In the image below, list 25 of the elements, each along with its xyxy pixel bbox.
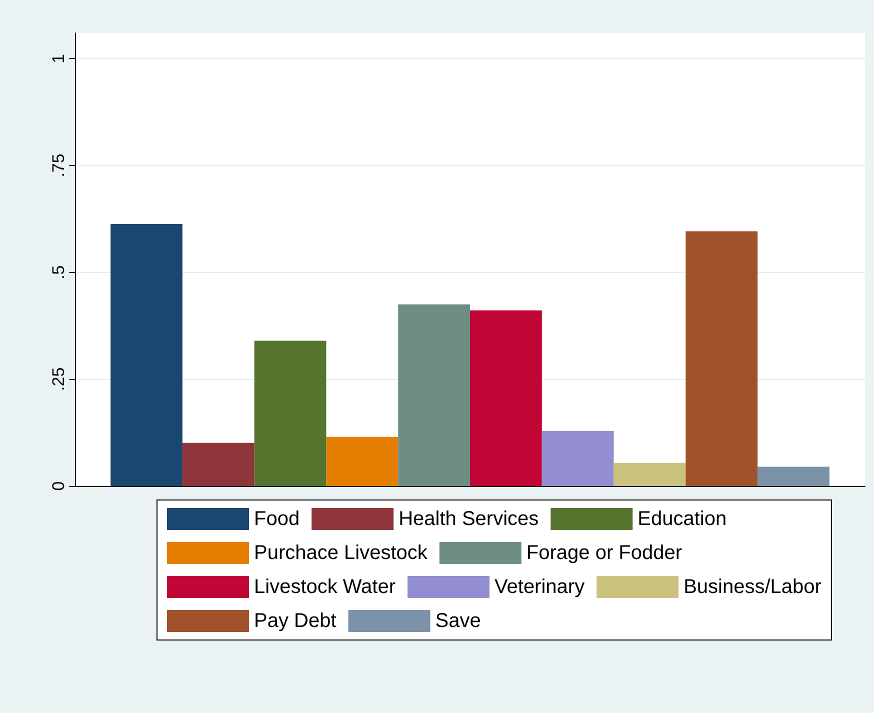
bar bbox=[110, 224, 182, 486]
bar bbox=[686, 231, 758, 486]
legend-label: Education bbox=[638, 508, 727, 530]
bar bbox=[542, 430, 614, 486]
y-tick-label: .25 bbox=[49, 367, 68, 391]
legend-label: Purchace Livestock bbox=[254, 542, 428, 564]
bar bbox=[470, 310, 542, 486]
legend-label: Business/Labor bbox=[684, 576, 822, 598]
bar bbox=[326, 436, 398, 486]
bar bbox=[758, 466, 830, 486]
bar bbox=[182, 442, 254, 486]
bar bbox=[254, 340, 326, 486]
legend-label: Forage or Fodder bbox=[526, 542, 682, 564]
y-tick-label: 1 bbox=[49, 54, 68, 64]
legend-label: Save bbox=[435, 610, 481, 632]
legend-label: Livestock Water bbox=[254, 576, 396, 598]
bar bbox=[398, 304, 470, 486]
bar bbox=[614, 462, 686, 486]
y-tick-label: .5 bbox=[49, 265, 68, 280]
legend-label: Veterinary bbox=[494, 576, 585, 598]
legend-label: Pay Debt bbox=[254, 610, 337, 632]
y-tick-label: 0 bbox=[49, 481, 68, 491]
y-tick-label: .75 bbox=[49, 154, 68, 178]
legend-label: Food bbox=[254, 508, 300, 530]
legend-label: Health Services bbox=[398, 508, 539, 530]
